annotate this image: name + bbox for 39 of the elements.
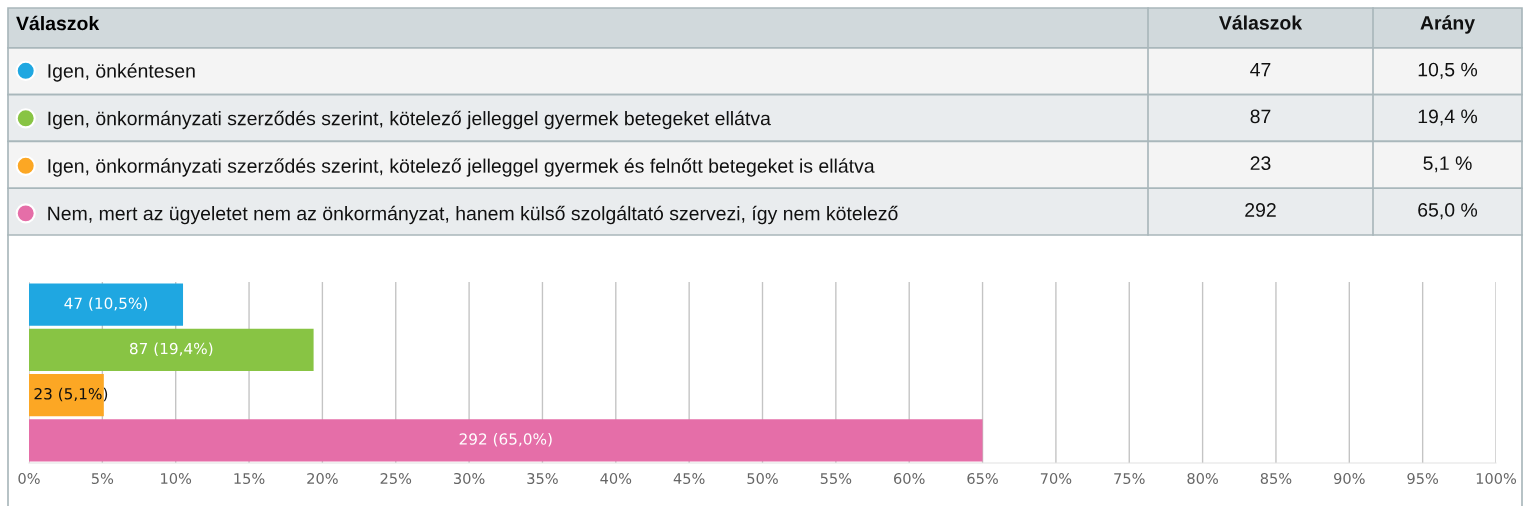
text: 87 [1250,109,1271,124]
text: 292 [1245,203,1276,217]
data-label: 47 (10,5%) [64,297,148,311]
text: 5,1 % [1423,156,1472,173]
text: 47 [1250,62,1271,77]
x-tick-label: 45% [673,472,705,485]
x-tick-label: 10% [161,472,192,485]
x-tick-label: 30% [454,472,485,485]
x-tick-label: 40% [600,472,632,485]
x-tick-label: 95% [1407,472,1439,485]
legend-label: Igen, önkormányzati szerződés szerint, kötelező jelleggel gyermek és felnőtt betegeket is ellátva [48,158,875,177]
x-tick-label: 15% [234,472,265,485]
x-tick-label: 50% [747,472,778,485]
text: 19,4 % [1418,109,1478,126]
x-tick-label: 80% [1187,472,1218,485]
x-tick-label: 70% [1040,472,1072,485]
x-tick-label: 55% [820,472,852,485]
data-label: 87 (19,4%) [129,342,213,357]
text: 10,5 % [1418,62,1478,79]
legend-label: Nem, mert az ügyeletet nem az önkormányzat, hanem külső szolgáltató szervezi, így nem kötelező [48,205,898,225]
x-tick-label: 5% [91,472,114,485]
x-tick-label: 75% [1114,472,1145,485]
x-tick-label: 25% [380,472,412,485]
text: 65,0 % [1418,203,1478,220]
text: 23 [1250,156,1271,171]
text: Válaszok [1219,15,1303,30]
x-tick-label: 65% [967,472,998,485]
x-tick-label: 90% [1334,472,1365,485]
x-tick-label: 100% [1476,472,1517,485]
x-tick-label: 0% [18,472,40,485]
legend-title: Válaszok [16,15,100,31]
legend-label: Igen, önkormányzati szerződés szerint, kötelező jelleggel gyermek betegeket ellátva [48,110,771,130]
x-tick-label: 20% [307,472,338,485]
x-tick-label: 35% [527,472,558,485]
x-tick-label: 60% [894,472,925,485]
x-tick-label: 85% [1260,472,1292,485]
legend-label: Igen, önkéntesen [48,63,195,82]
text: Arány [1420,15,1475,34]
data-label: 292 (65,0%) [459,433,552,447]
